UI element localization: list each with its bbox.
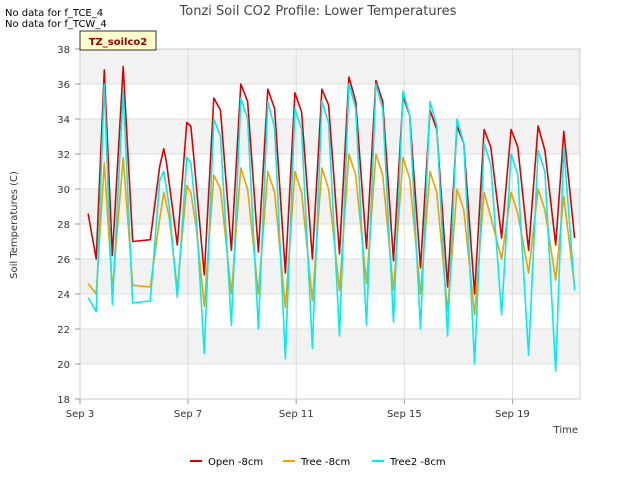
grid-band: [80, 329, 580, 364]
x-tick-label: Sep 11: [279, 409, 314, 420]
chart-title: Tonzi Soil CO2 Profile: Lower Temperatur…: [179, 4, 457, 19]
y-tick-label: 24: [57, 290, 70, 301]
y-axis-label: Soil Temperatures (C): [9, 171, 20, 279]
y-tick-label: 18: [57, 395, 70, 406]
x-axis-label: Time: [553, 425, 578, 436]
grid-band: [80, 294, 580, 329]
x-tick-label: Sep 15: [387, 409, 422, 420]
legend-label: Tree -8cm: [300, 457, 350, 468]
legend-label: Tree2 -8cm: [389, 457, 446, 468]
y-tick-label: 32: [57, 150, 70, 161]
y-tick-label: 28: [57, 220, 70, 231]
y-tick-label: 26: [57, 255, 70, 266]
x-tick-label: Sep 3: [66, 409, 94, 420]
no-data-note-tce: No data for f_TCE_4: [5, 8, 104, 19]
x-tick-label: Sep 7: [174, 409, 202, 420]
legend-label: Open -8cm: [208, 457, 263, 468]
grid-band: [80, 364, 580, 399]
grid-band: [80, 49, 580, 84]
y-tick-label: 30: [57, 185, 70, 196]
grid-band: [80, 259, 580, 294]
site-badge-label: TZ_soilco2: [89, 37, 148, 48]
legend: Open -8cm Tree -8cm Tree2 -8cm: [190, 457, 446, 468]
x-tick-label: Sep 19: [495, 409, 530, 420]
y-tick-label: 34: [57, 115, 70, 126]
series-line-2: [87, 83, 576, 372]
series-line-0: [87, 65, 576, 295]
site-badge-box: [79, 30, 157, 51]
y-tick-label: 38: [57, 45, 70, 56]
y-tick-label: 22: [57, 325, 70, 336]
y-tick-label: 36: [57, 80, 70, 91]
y-tick-label: 20: [57, 360, 70, 371]
no-data-note-tcw: No data for f_TCW_4: [5, 19, 107, 30]
site-badge: TZ_soilco2: [79, 30, 157, 51]
